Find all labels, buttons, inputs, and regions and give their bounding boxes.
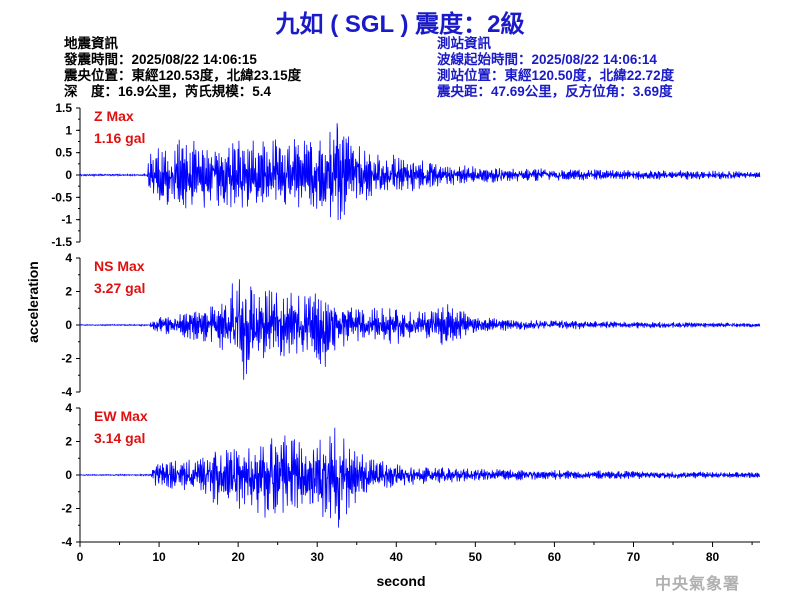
y-axis-label: acceleration: [25, 261, 41, 343]
x-tick-label: 80: [706, 550, 720, 564]
waveform-z: [79, 123, 761, 221]
y-tick-label: 0: [65, 468, 72, 482]
x-tick-label: 60: [548, 550, 562, 564]
y-tick-label: 2: [65, 435, 72, 449]
peak-value: 1.16 gal: [94, 130, 145, 146]
x-tick-label: 70: [627, 550, 641, 564]
y-tick-label: 0: [65, 318, 72, 332]
x-axis-label: second: [376, 573, 425, 589]
x-tick-label: 0: [77, 550, 84, 564]
y-tick-label: 2: [65, 285, 72, 299]
waveform-ns: [79, 279, 761, 380]
epicenter: 震央位置：東經120.53度，北緯23.15度: [64, 68, 302, 83]
x-tick-label: 30: [311, 550, 325, 564]
y-tick-label: 0.5: [55, 146, 72, 160]
depth-magnitude: 深 度：16.9公里，芮氏規模：5.4: [64, 84, 272, 99]
waveform-ew: [79, 427, 761, 528]
peak-value: 3.27 gal: [94, 280, 145, 296]
x-tick-label: 20: [231, 550, 245, 564]
y-tick-label: 4: [65, 401, 72, 415]
peak-value: 3.14 gal: [94, 430, 145, 446]
panel-ew: -4 -2 0 2 4 EW Max 3.14 gal: [61, 401, 761, 549]
y-tick-label: 4: [65, 251, 72, 265]
station-info-heading: 測站資訊: [437, 36, 491, 51]
y-tick-label: -2: [61, 352, 72, 366]
x-tick-label: 50: [469, 550, 483, 564]
epicentral-distance: 震央距：47.69公里，反方位角：3.69度: [437, 84, 673, 99]
y-tick-label: -2: [61, 502, 72, 516]
wave-start-time: 波線起始時間：2025/08/22 14:06:14: [437, 52, 657, 67]
x-tick-label: 10: [152, 550, 166, 564]
page-title: 九如 ( SGL ) 震度：2級: [275, 11, 525, 38]
y-tick-label: 1.5: [55, 101, 72, 115]
y-tick-label: -4: [61, 535, 72, 549]
y-tick-label: -0.5: [51, 190, 72, 204]
peak-label: NS Max: [94, 258, 145, 274]
station-info: 測站資訊 波線起始時間：2025/08/22 14:06:14 測站位置：東經1…: [437, 36, 674, 100]
y-tick-label: 1: [65, 123, 72, 137]
y-tick-label: -1: [61, 213, 72, 227]
station-location: 測站位置：東經120.50度，北緯22.72度: [437, 68, 675, 83]
quake-info-heading: 地震資訊: [64, 36, 118, 51]
y-tick-label: 0: [65, 168, 72, 182]
agency-signature: 中央氣象署: [655, 574, 741, 593]
quake-info: 地震資訊 發震時間：2025/08/22 14:06:15 震央位置：東經120…: [64, 36, 301, 100]
origin-time: 發震時間：2025/08/22 14:06:15: [64, 52, 257, 67]
x-tick-label: 40: [390, 550, 404, 564]
panel-ns: -4 -2 0 2 4 NS Max 3.27 gal: [61, 251, 761, 399]
panel-z: -1.5 -1 -0.5 0 0.5 1 1.5 Z Max 1.16 gal: [51, 101, 761, 249]
peak-label: EW Max: [94, 408, 148, 424]
y-tick-label: -4: [61, 385, 72, 399]
peak-label: Z Max: [94, 108, 134, 124]
y-tick-label: -1.5: [51, 235, 72, 249]
